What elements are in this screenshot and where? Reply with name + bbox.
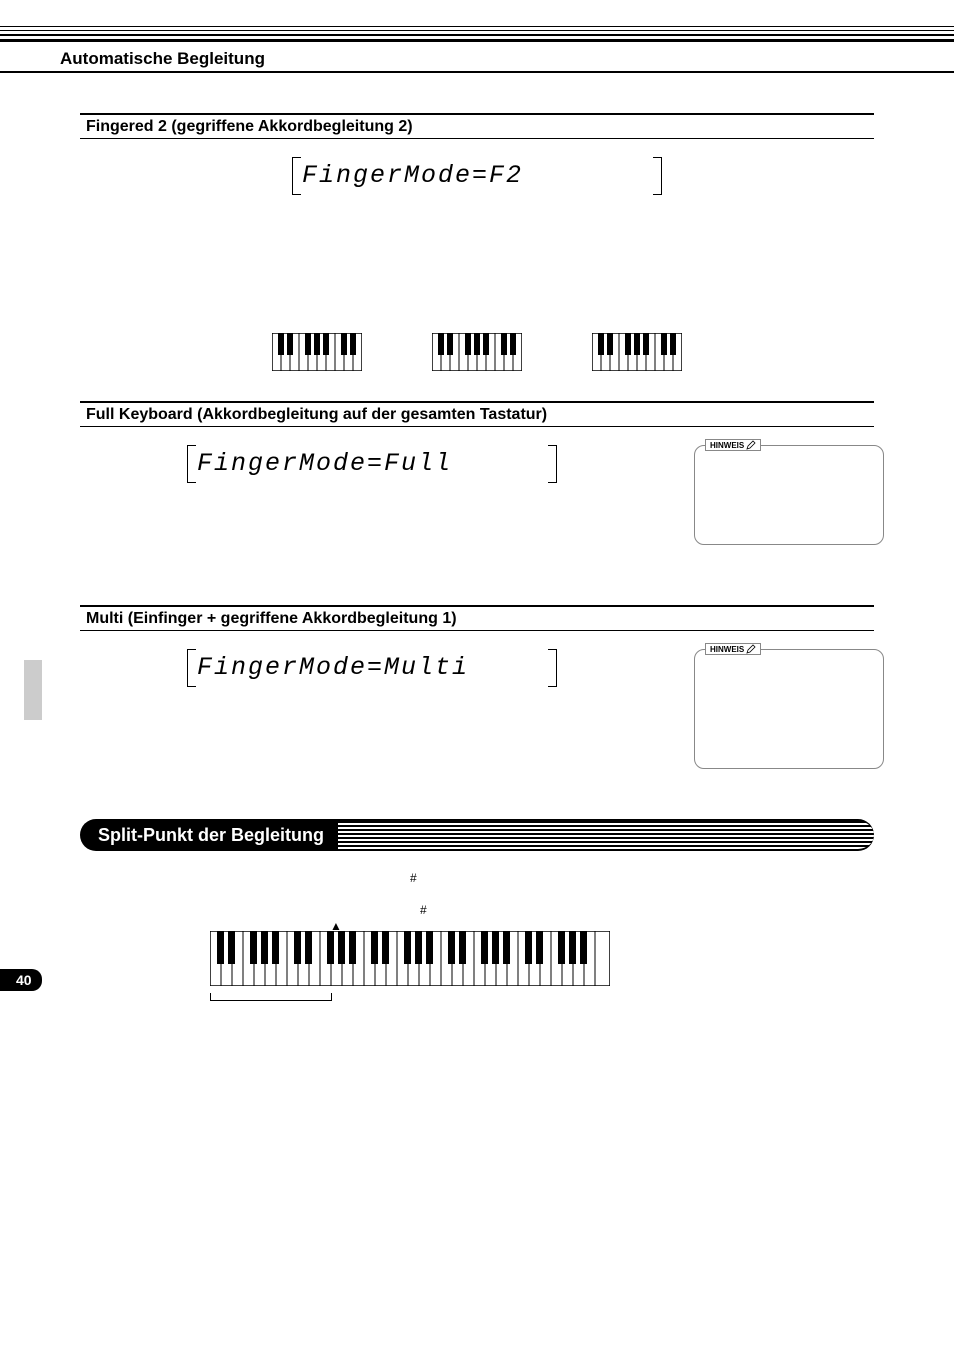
range-bracket — [210, 993, 332, 1001]
page-root: Automatische Begleitung Fingered 2 (gegr… — [0, 0, 954, 1041]
header-row: Automatische Begleitung — [0, 45, 954, 73]
keyboard-diagrams-row — [80, 333, 874, 371]
pencil-icon — [746, 644, 756, 654]
top-stripes: Automatische Begleitung — [0, 0, 954, 73]
note-box: HINWEIS — [694, 649, 884, 769]
section-heading: Fingered 2 (gegriffene Akkordbegleitung … — [86, 118, 868, 136]
lcd-display: FingerMode=Multi — [187, 649, 557, 685]
keyboard-icon — [272, 333, 362, 371]
split-point-diagram: # # ▲ — [210, 931, 610, 1001]
sharp-symbol: # — [420, 903, 427, 917]
note-box: HINWEIS — [694, 445, 884, 545]
section-heading: Multi (Einfinger + gegriffene Akkordbegl… — [86, 610, 868, 628]
stripe-decoration — [338, 819, 874, 851]
note-label: HINWEIS — [710, 441, 744, 450]
note-tab: HINWEIS — [705, 439, 761, 451]
lcd-display: FingerMode=Full — [187, 445, 557, 481]
pencil-icon — [746, 440, 756, 450]
keyboard-icon — [432, 333, 522, 371]
sharp-symbol: # — [410, 871, 417, 885]
full-keyboard-icon — [210, 931, 610, 986]
major-heading: Split-Punkt der Begleitung — [80, 819, 874, 851]
section-fingered-2: Fingered 2 (gegriffene Akkordbegleitung … — [80, 113, 874, 371]
arrow-up-icon: ▲ — [330, 919, 342, 933]
keyboard-icon — [592, 333, 682, 371]
lcd-display: FingerMode=F2 — [292, 157, 662, 193]
content-area: Fingered 2 (gegriffene Akkordbegleitung … — [0, 113, 954, 1001]
section-heading: Full Keyboard (Akkordbegleitung auf der … — [86, 406, 868, 424]
lcd-text: FingerMode=F2 — [302, 161, 523, 190]
lcd-text: FingerMode=Full — [197, 449, 452, 478]
lcd-row: FingerMode=F2 — [80, 157, 874, 193]
page-number: 40 — [16, 972, 32, 988]
section-full-keyboard: Full Keyboard (Akkordbegleitung auf der … — [80, 401, 874, 545]
major-heading-text: Split-Punkt der Begleitung — [80, 819, 338, 851]
section-heading-box: Fingered 2 (gegriffene Akkordbegleitung … — [80, 113, 874, 139]
lcd-row: FingerMode=Multi — [80, 649, 664, 685]
lcd-row: FingerMode=Full — [80, 445, 664, 481]
lcd-text: FingerMode=Multi — [197, 653, 469, 682]
page-title: Automatische Begleitung — [0, 49, 265, 69]
side-tab — [24, 660, 42, 720]
note-label: HINWEIS — [710, 645, 744, 654]
page-number-badge: 40 — [0, 969, 42, 991]
note-tab: HINWEIS — [705, 643, 761, 655]
section-heading-box: Multi (Einfinger + gegriffene Akkordbegl… — [80, 605, 874, 631]
section-heading-box: Full Keyboard (Akkordbegleitung auf der … — [80, 401, 874, 427]
section-multi: Multi (Einfinger + gegriffene Akkordbegl… — [80, 605, 874, 769]
